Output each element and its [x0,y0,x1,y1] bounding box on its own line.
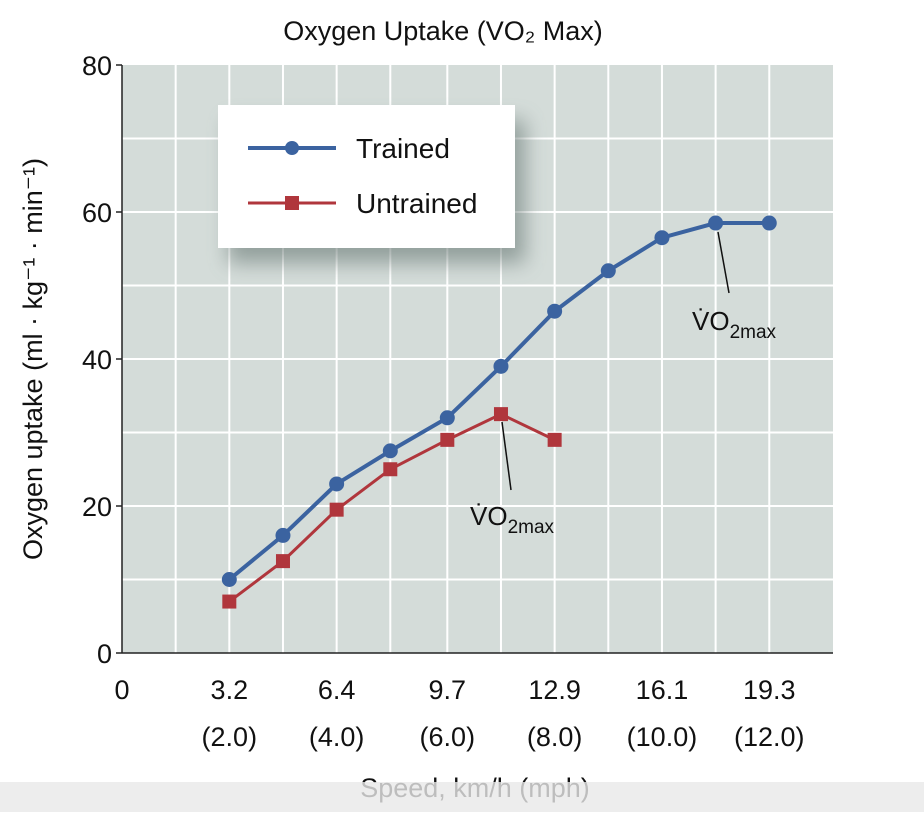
y-axis-title: Oxygen uptake (ml · kg⁻¹ · min⁻¹) [18,158,48,560]
legend-label: Trained [356,133,450,164]
data-point [222,594,237,609]
x-tick-label: 16.1 [636,675,689,705]
data-point [493,358,509,374]
window-bar [0,782,924,812]
x-tick-sublabel: (8.0) [527,722,583,752]
data-point [275,527,291,543]
x-tick-label: 19.3 [743,675,796,705]
data-point [382,443,398,459]
data-point [440,432,455,447]
x-tick-label: 0 [114,675,129,705]
x-tick-label: 6.4 [318,675,356,705]
annotation-text: V̇O2max [470,501,555,538]
y-tick-label: 0 [97,639,112,669]
data-point [761,215,777,231]
chart-title: Oxygen Uptake (VO₂ Max) [283,16,603,46]
legend-marker [285,141,299,155]
legend-label: Untrained [356,188,477,219]
x-tick-sublabel: (4.0) [309,722,365,752]
annotation: V̇O2max [692,231,777,343]
x-tick-label: 12.9 [528,675,581,705]
y-tick-label: 60 [82,198,112,228]
y-tick-label: 40 [82,345,112,375]
x-tick-sublabel: (12.0) [734,722,805,752]
data-point [708,215,724,231]
data-point [329,476,345,492]
data-point [600,263,616,279]
marks [221,215,777,609]
data-point [329,502,344,517]
annotation-main: V̇O [692,306,730,336]
data-point [547,303,563,319]
annotation-text: V̇O2max [692,306,777,343]
annotation-main: V̇O [470,501,508,531]
legend: Trained Untrained [218,105,515,248]
annotation-pointer [717,231,730,294]
data-point [439,410,455,426]
data-point [383,462,398,477]
annotation-sub: 2max [508,517,555,538]
y-tick-label: 80 [82,51,112,81]
annotation: V̇O2max [470,421,555,538]
data-point [493,407,508,422]
legend-marker [285,196,299,210]
data-point [654,230,670,246]
data-point [221,572,237,587]
x-tick-label: 3.2 [211,675,249,705]
annotation-pointer [501,421,512,491]
data-point [275,554,290,569]
x-tick-sublabel: (10.0) [627,722,698,752]
x-tick-sublabel: (6.0) [420,722,476,752]
x-tick-label: 9.7 [429,675,467,705]
data-point [547,432,562,447]
annotation-sub: 2max [730,322,777,343]
legend-box [218,105,515,248]
y-tick-label: 20 [82,492,112,522]
x-tick-sublabel: (2.0) [202,722,258,752]
